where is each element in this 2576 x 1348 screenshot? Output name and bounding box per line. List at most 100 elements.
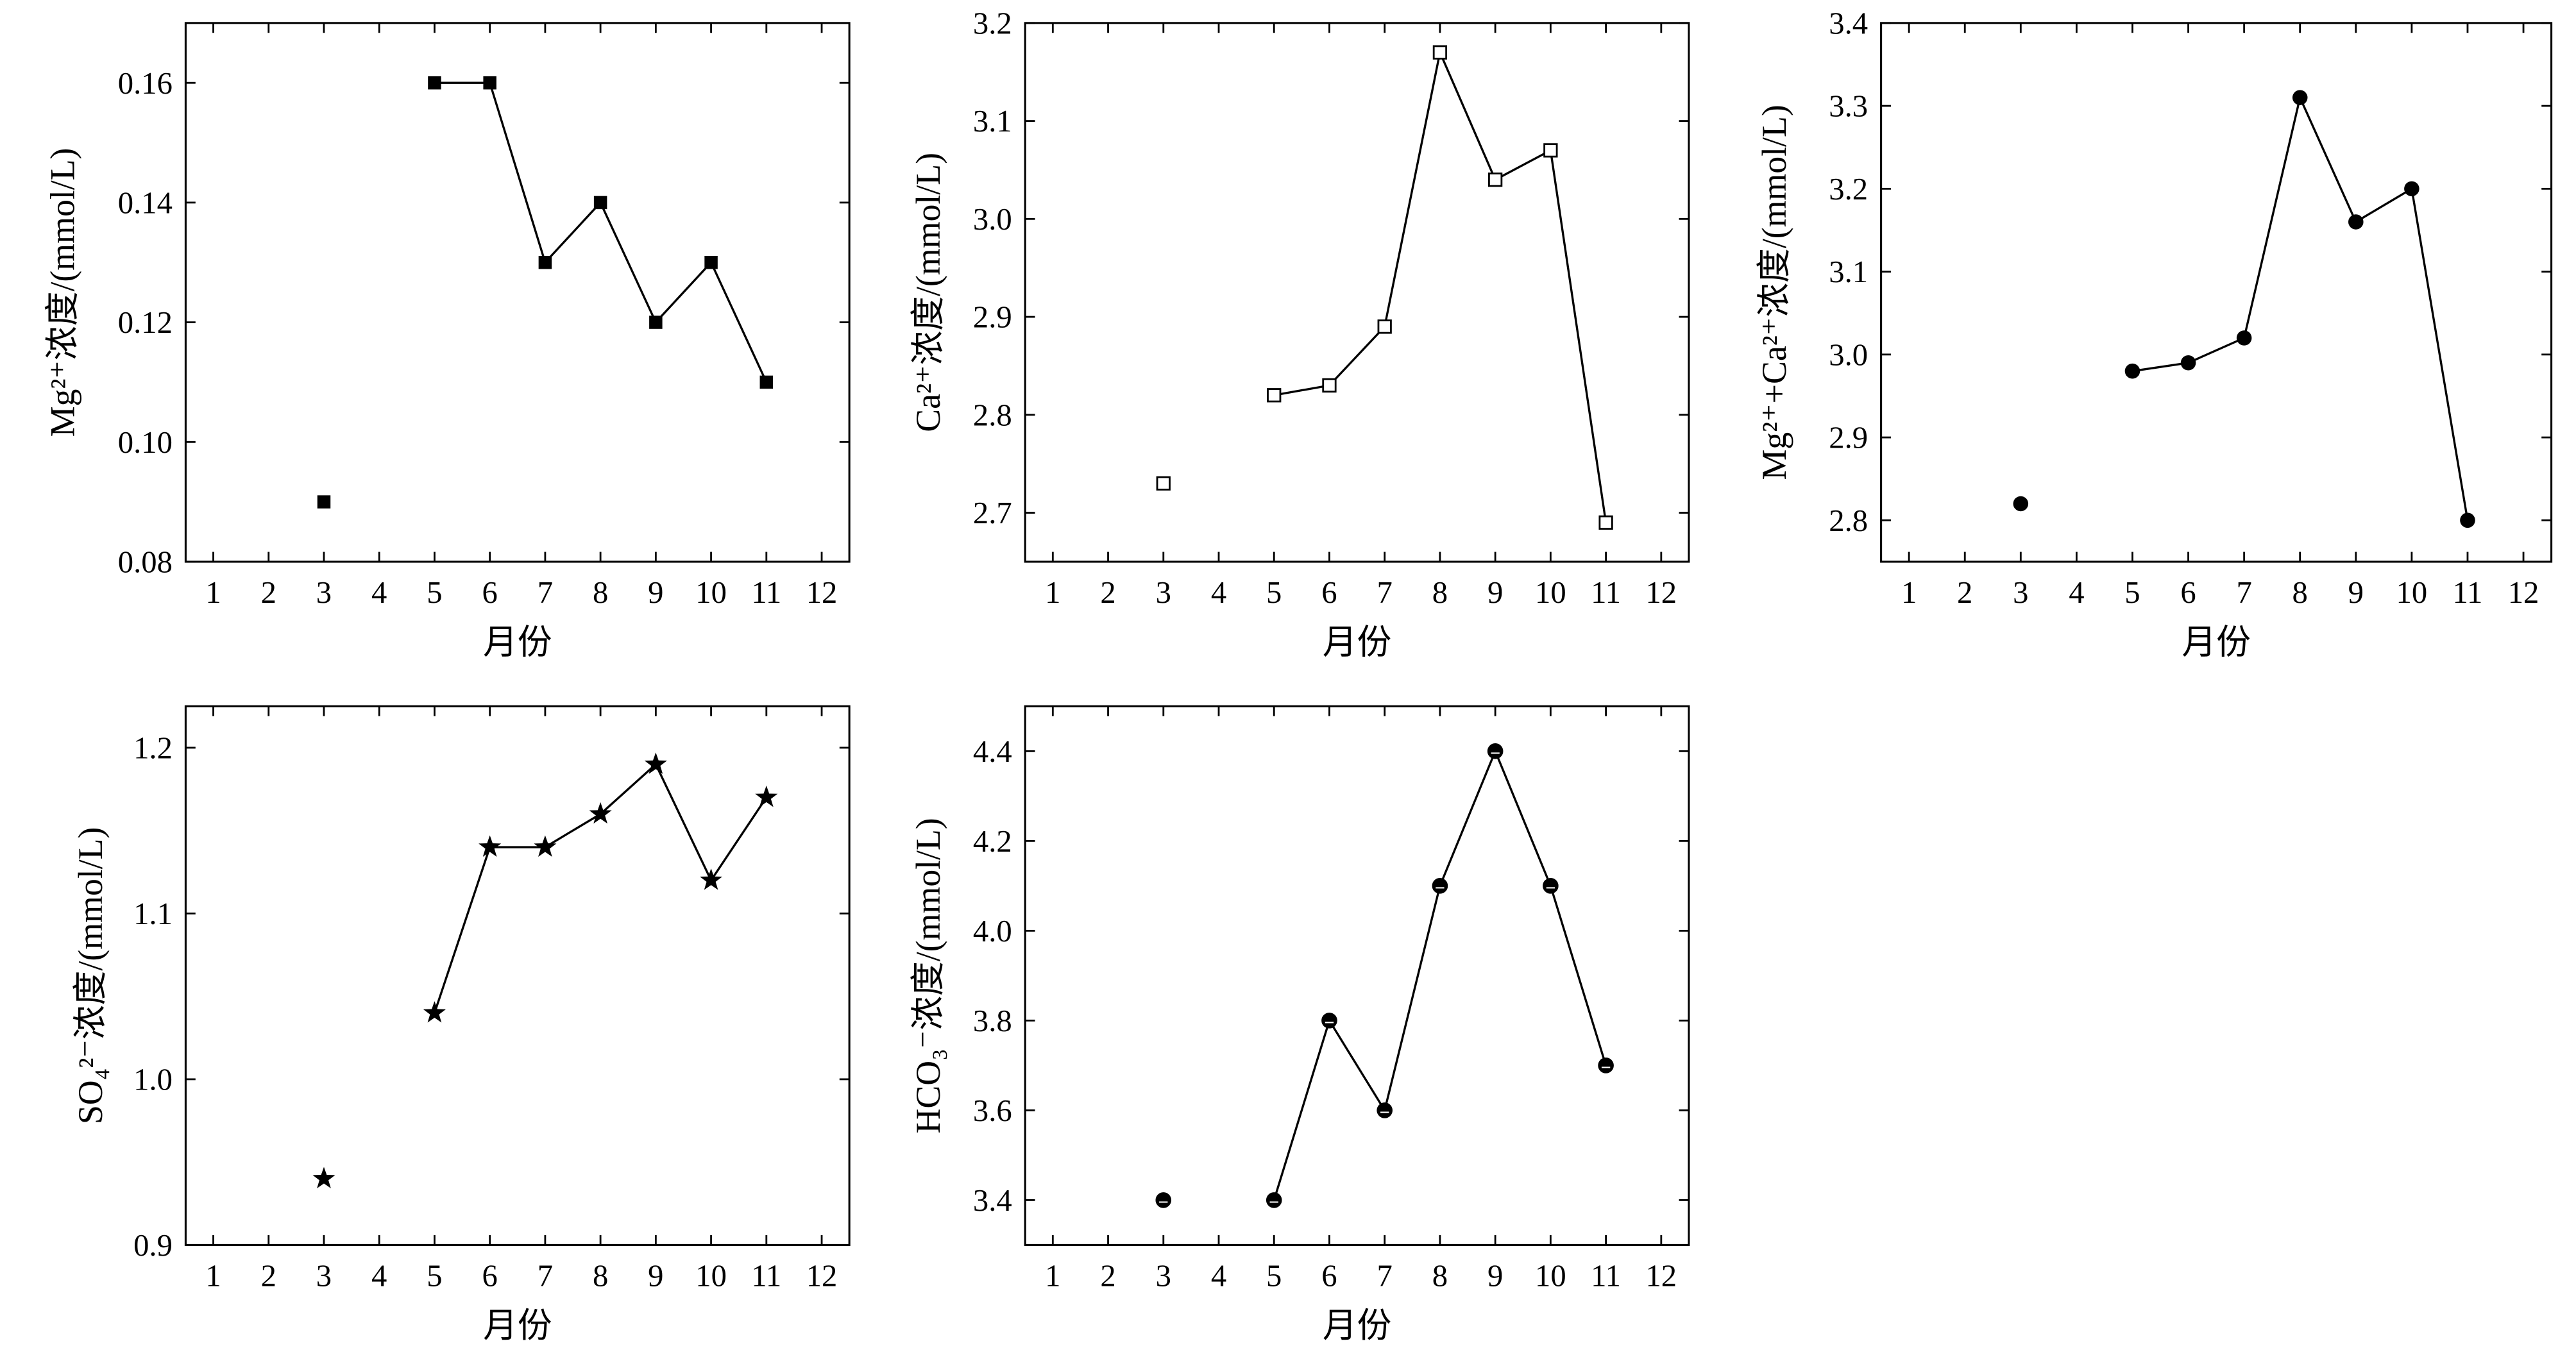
x-tick-label: 2 bbox=[261, 575, 276, 610]
chart-panel-so4: 1 2 3 4 5 6 7 8 9 10 11 120.91.01.11.2月份SO₄²⁻浓度/(mm… bbox=[71, 705, 851, 1345]
x-tick-label: 1 bbox=[1045, 575, 1060, 610]
x-tick-label: 7 bbox=[538, 1258, 553, 1293]
y-tick-label: 3.8 bbox=[973, 1004, 1012, 1038]
data-point bbox=[1543, 878, 1559, 894]
data-point bbox=[1598, 515, 1613, 530]
y-tick-label: 1.0 bbox=[133, 1063, 173, 1097]
x-axis-label: 月份 bbox=[483, 1306, 552, 1345]
x-tick-label: 5 bbox=[2124, 575, 2140, 610]
x-tick-label: 1 bbox=[205, 575, 221, 610]
data-point bbox=[2348, 214, 2364, 230]
x-tick-label: 11 bbox=[751, 1258, 781, 1293]
x-tick-label: 5 bbox=[1266, 1258, 1282, 1293]
y-tick-label: 3.3 bbox=[1829, 89, 1868, 124]
data-point bbox=[1377, 319, 1392, 334]
x-tick-label: 3 bbox=[316, 575, 332, 610]
data-point bbox=[644, 752, 667, 774]
data-point bbox=[1156, 476, 1171, 491]
x-tick-label: 6 bbox=[2180, 575, 2196, 610]
x-tick-label: 11 bbox=[751, 575, 781, 610]
x-tick-label: 4 bbox=[371, 575, 387, 610]
chart-panel-mg: 1 2 3 4 5 6 7 8 9 10 11 120.080.100.120.140.16月份Mg²… bbox=[43, 22, 851, 661]
data-point bbox=[1266, 1192, 1282, 1208]
chart-panel-hco3: 1 2 3 4 5 6 7 8 9 10 11 123.43.63.84.04.24.4月份HCO₃⁻… bbox=[909, 705, 1690, 1345]
x-tick-label: 6 bbox=[1321, 575, 1337, 610]
data-point bbox=[2180, 355, 2196, 371]
x-tick-label: 3 bbox=[1156, 1258, 1171, 1293]
x-tick-label: 3 bbox=[316, 1258, 332, 1293]
x-tick-label: 8 bbox=[2292, 575, 2308, 610]
x-tick-label: 9 bbox=[2348, 575, 2364, 610]
x-tick-label: 12 bbox=[806, 1258, 838, 1293]
data-point-disc bbox=[1598, 1057, 1614, 1074]
x-tick-label: 12 bbox=[2508, 575, 2539, 610]
x-tick-label: 2 bbox=[261, 1258, 276, 1293]
y-tick-label: 0.10 bbox=[118, 425, 173, 460]
y-axis-label: Ca²⁺浓度/(mmol/L) bbox=[909, 153, 947, 432]
data-point-disc bbox=[1487, 743, 1504, 759]
data-point bbox=[2124, 363, 2140, 379]
y-tick-label: 4.4 bbox=[973, 734, 1012, 769]
x-tick-label: 6 bbox=[482, 575, 498, 610]
chart-panel-ca: 1 2 3 4 5 6 7 8 9 10 11 122.72.82.93.03.13.2月份Ca²⁺浓… bbox=[909, 6, 1690, 661]
y-tick-label: 3.0 bbox=[1829, 337, 1868, 372]
x-tick-label: 4 bbox=[1211, 1258, 1226, 1293]
data-point bbox=[1321, 1013, 1337, 1029]
y-tick-label: 3.0 bbox=[973, 202, 1012, 237]
y-axis-label: SO₄²⁻浓度/(mmol/L) bbox=[71, 827, 110, 1125]
y-tick-label: 0.16 bbox=[118, 66, 173, 101]
x-tick-label: 5 bbox=[427, 575, 442, 610]
x-tick-label: 8 bbox=[1432, 1258, 1448, 1293]
y-tick-label: 1.2 bbox=[133, 731, 173, 766]
x-tick-label: 12 bbox=[806, 575, 838, 610]
data-point bbox=[428, 76, 441, 90]
data-point bbox=[759, 375, 774, 389]
x-tick-label: 7 bbox=[2236, 575, 2251, 610]
data-point bbox=[2292, 90, 2308, 105]
data-point-disc bbox=[1321, 1013, 1337, 1029]
x-tick-label: 6 bbox=[1321, 1258, 1337, 1293]
y-tick-label: 3.1 bbox=[973, 104, 1012, 139]
data-point-disc bbox=[1266, 1192, 1282, 1208]
y-tick-label: 3.4 bbox=[1829, 6, 1868, 41]
x-tick-label: 9 bbox=[1487, 1258, 1503, 1293]
plot-frame bbox=[1024, 705, 1690, 1246]
y-tick-label: 4.0 bbox=[973, 914, 1012, 948]
data-point bbox=[2404, 181, 2419, 197]
y-tick-label: 3.2 bbox=[1829, 172, 1868, 206]
data-point bbox=[593, 196, 607, 210]
x-tick-label: 1 bbox=[1045, 1258, 1060, 1293]
plot-frame bbox=[184, 705, 851, 1246]
x-axis-label: 月份 bbox=[2182, 623, 2251, 661]
y-tick-label: 2.9 bbox=[973, 300, 1012, 335]
data-point-disc bbox=[1432, 878, 1448, 894]
x-tick-label: 7 bbox=[1377, 575, 1393, 610]
y-tick-label: 4.2 bbox=[973, 824, 1012, 859]
plot-frame bbox=[184, 22, 851, 563]
x-tick-label: 7 bbox=[1377, 1258, 1393, 1293]
x-tick-label: 8 bbox=[1432, 575, 1448, 610]
y-tick-label: 3.4 bbox=[973, 1183, 1012, 1218]
x-tick-label: 10 bbox=[1535, 575, 1566, 610]
y-tick-label: 0.08 bbox=[118, 545, 173, 580]
data-point bbox=[700, 868, 723, 890]
data-point bbox=[1487, 173, 1503, 187]
x-tick-label: 11 bbox=[1591, 575, 1621, 610]
x-axis-label: 月份 bbox=[1323, 1306, 1392, 1345]
y-tick-label: 2.7 bbox=[973, 496, 1012, 530]
x-tick-label: 11 bbox=[1591, 1258, 1621, 1293]
data-point bbox=[2460, 512, 2475, 528]
x-tick-label: 10 bbox=[2396, 575, 2428, 610]
data-point bbox=[534, 835, 557, 857]
x-tick-label: 11 bbox=[2453, 575, 2483, 610]
x-tick-label: 9 bbox=[1487, 575, 1503, 610]
x-tick-label: 9 bbox=[648, 575, 663, 610]
data-point bbox=[1155, 1192, 1172, 1208]
y-tick-label: 3.6 bbox=[973, 1093, 1012, 1128]
x-tick-label: 8 bbox=[593, 1258, 608, 1293]
plot-frame bbox=[1024, 22, 1690, 563]
y-tick-label: 2.8 bbox=[973, 398, 1012, 432]
y-axis-label: HCO₃⁻浓度/(mmol/L) bbox=[909, 818, 947, 1133]
x-tick-label: 4 bbox=[2069, 575, 2084, 610]
x-tick-label: 8 bbox=[593, 575, 608, 610]
